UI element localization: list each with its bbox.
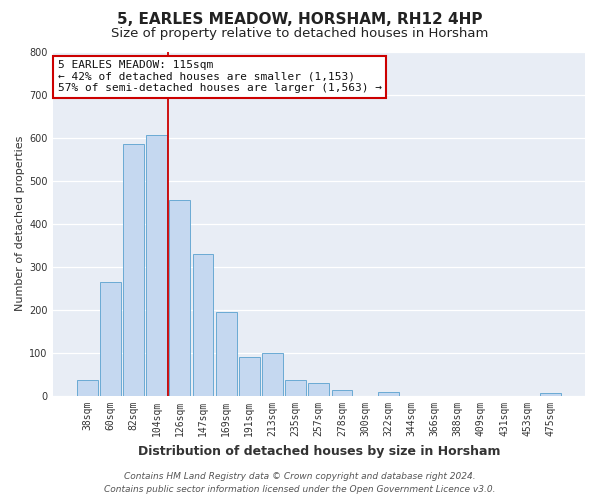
Bar bbox=[215, 312, 236, 396]
Bar bbox=[262, 353, 283, 396]
Bar bbox=[540, 392, 561, 396]
Bar bbox=[193, 254, 214, 396]
Y-axis label: Number of detached properties: Number of detached properties bbox=[15, 136, 25, 312]
Bar bbox=[378, 392, 398, 396]
Bar bbox=[146, 136, 167, 396]
Bar bbox=[308, 383, 329, 396]
Bar bbox=[100, 282, 121, 396]
Bar bbox=[123, 144, 144, 396]
Text: Contains HM Land Registry data © Crown copyright and database right 2024.
Contai: Contains HM Land Registry data © Crown c… bbox=[104, 472, 496, 494]
Text: 5 EARLES MEADOW: 115sqm
← 42% of detached houses are smaller (1,153)
57% of semi: 5 EARLES MEADOW: 115sqm ← 42% of detache… bbox=[58, 60, 382, 94]
Bar bbox=[239, 358, 260, 396]
Text: 5, EARLES MEADOW, HORSHAM, RH12 4HP: 5, EARLES MEADOW, HORSHAM, RH12 4HP bbox=[117, 12, 483, 28]
X-axis label: Distribution of detached houses by size in Horsham: Distribution of detached houses by size … bbox=[137, 444, 500, 458]
Bar bbox=[77, 380, 98, 396]
Bar bbox=[285, 380, 306, 396]
Bar bbox=[169, 200, 190, 396]
Text: Size of property relative to detached houses in Horsham: Size of property relative to detached ho… bbox=[112, 28, 488, 40]
Bar bbox=[332, 390, 352, 396]
